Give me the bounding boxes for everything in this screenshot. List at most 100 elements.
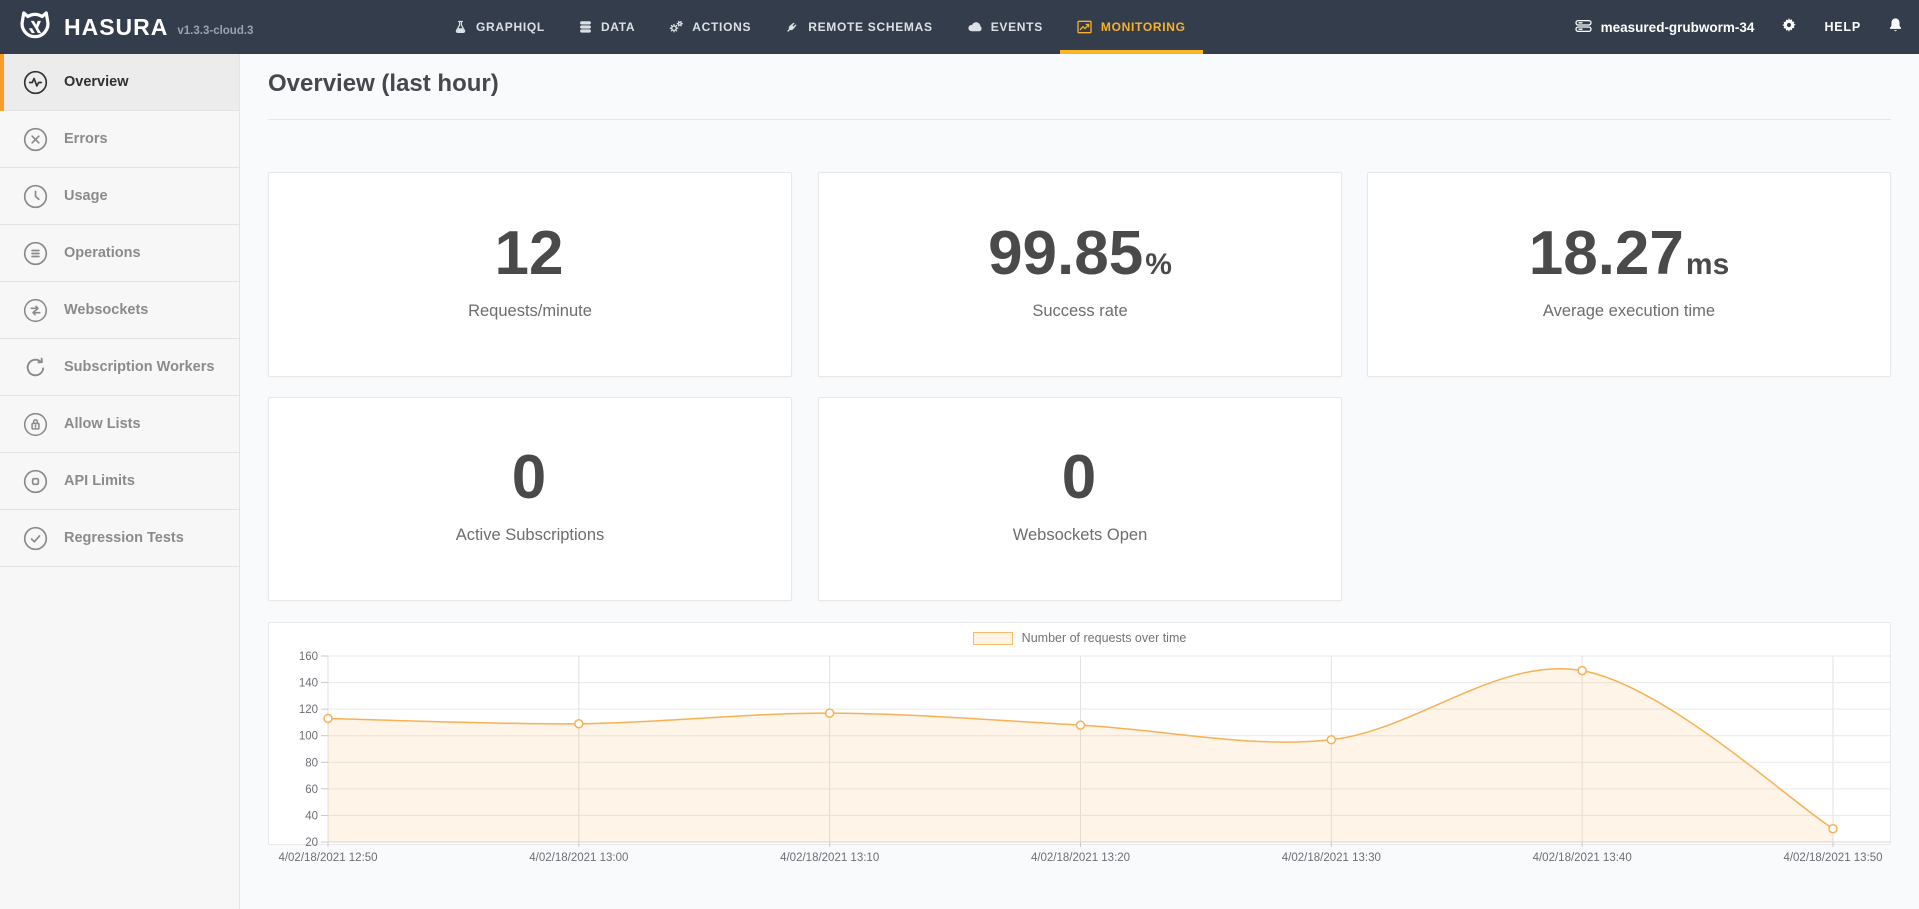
- plug-icon: [785, 20, 799, 34]
- data-point-marker: [1828, 823, 1838, 834]
- stat-card-average-execution-time: 18.27 ms Average execution time: [1367, 172, 1891, 377]
- stat-card-active-subscriptions: 0 Active Subscriptions: [268, 397, 792, 601]
- instance-name: measured-grubworm-34: [1600, 19, 1755, 35]
- x-tick-label: 4/02/18/2021 13:30: [1282, 852, 1381, 864]
- stat-label: Requests/minute: [468, 301, 592, 320]
- nav-item-events[interactable]: EVENTS: [950, 0, 1060, 54]
- nav-item-remote-schemas[interactable]: REMOTE SCHEMAS: [768, 0, 949, 54]
- brand-version: v1.3.3-cloud.3: [177, 24, 254, 37]
- nav-right: measured-grubworm-34 HELP: [1575, 0, 1903, 54]
- monitoring-sidebar: Overview Errors Usage Operations Websock…: [0, 54, 240, 909]
- nav-item-monitoring[interactable]: MONITORING: [1059, 0, 1203, 54]
- sidebar-item-api-limits[interactable]: API Limits: [0, 453, 239, 510]
- sidebar-item-label: Allow Lists: [64, 416, 141, 432]
- clock-circle-icon: [22, 183, 49, 210]
- y-tick-label: 20: [305, 837, 318, 849]
- sidebar-item-allow-lists[interactable]: Allow Lists: [0, 396, 239, 453]
- x-tick-label: 4/02/18/2021 12:50: [278, 852, 377, 864]
- y-tick-label: 160: [299, 651, 318, 663]
- stat-card-websockets-open: 0 Websockets Open: [818, 397, 1342, 601]
- stat-label: Active Subscriptions: [455, 526, 605, 544]
- legend-label: Number of requests over time: [1021, 631, 1187, 645]
- sidebar-item-label: Websockets: [64, 302, 149, 318]
- legend-swatch: [972, 631, 1013, 645]
- data-point-marker: [574, 719, 584, 729]
- title-divider: [268, 119, 1891, 120]
- y-tick-label: 60: [305, 784, 318, 796]
- data-point-marker: [824, 708, 835, 718]
- data-point-marker: [1577, 665, 1587, 676]
- requests-over-time-chart: 4/02/18/2021 12:50 4/02/18/2021 13:00 4/02…: [268, 622, 1891, 864]
- stat-label: Websockets Open: [1012, 526, 1148, 544]
- nav-item-label: GRAPHIQL: [476, 20, 545, 34]
- stat-unit: ms: [1685, 247, 1730, 281]
- arrows-circle-icon: [22, 297, 49, 324]
- loop-arrow-icon: [22, 354, 49, 381]
- x-tick-label: 4/02/18/2021 13:00: [529, 852, 628, 864]
- sidebar-item-label: API Limits: [64, 473, 135, 489]
- nav-item-label: ACTIONS: [692, 20, 752, 34]
- y-tick-label: 120: [299, 704, 318, 716]
- pulse-circle-icon: [22, 69, 49, 96]
- nav-item-label: MONITORING: [1100, 20, 1186, 34]
- brand-name: HASURA: [64, 13, 169, 40]
- y-tick-label: 40: [305, 810, 318, 822]
- sidebar-item-overview[interactable]: Overview: [0, 54, 239, 111]
- nav-item-data[interactable]: DATA: [562, 0, 652, 54]
- sidebar-item-label: Overview: [64, 74, 129, 90]
- sidebar-item-label: Subscription Workers: [64, 359, 215, 375]
- sidebar-item-label: Operations: [64, 245, 141, 261]
- settings-button[interactable]: [1781, 17, 1797, 38]
- requests-chart-canvas: 4/02/18/2021 12:50 4/02/18/2021 13:00 4/02…: [278, 651, 1890, 864]
- sidebar-item-subscription-workers[interactable]: Subscription Workers: [0, 339, 239, 396]
- y-tick-label: 140: [299, 678, 318, 690]
- notifications-button[interactable]: [1888, 17, 1903, 38]
- nav-item-graphiql[interactable]: GRAPHIQL: [437, 0, 562, 54]
- square-circle-icon: [22, 468, 49, 495]
- series-area: [328, 668, 1833, 842]
- sidebar-item-regression-tests[interactable]: Regression Tests: [0, 510, 239, 567]
- stat-unit: %: [1145, 247, 1172, 281]
- stat-value: 99.85: [988, 218, 1144, 288]
- y-tick-label: 80: [305, 757, 318, 769]
- sidebar-item-errors[interactable]: Errors: [0, 111, 239, 168]
- sidebar-item-websockets[interactable]: Websockets: [0, 282, 239, 339]
- stat-value: 0: [1061, 443, 1097, 512]
- sidebar-item-operations[interactable]: Operations: [0, 225, 239, 282]
- help-button[interactable]: HELP: [1824, 20, 1861, 34]
- y-tick-label: 100: [299, 731, 318, 743]
- data-point-marker: [1326, 734, 1337, 745]
- stat-label: Success rate: [1032, 301, 1128, 320]
- nav-item-actions[interactable]: ACTIONS: [652, 0, 768, 54]
- sidebar-item-usage[interactable]: Usage: [0, 168, 239, 225]
- stat-card-success-rate: 99.85% Success rate: [818, 172, 1342, 377]
- gears-icon: [669, 20, 684, 34]
- stat-value: 0: [511, 443, 547, 512]
- nav-item-label: REMOTE SCHEMAS: [808, 20, 933, 34]
- x-tick-label: 4/02/18/2021 13:10: [780, 852, 879, 864]
- lock-circle-icon: [22, 411, 49, 438]
- instance-menu[interactable]: measured-grubworm-34: [1575, 18, 1755, 37]
- nav-menu: GRAPHIQL DATA ACTIONS REMOTE SCHEMAS EVE…: [437, 0, 1203, 54]
- gear-icon: [1781, 17, 1797, 38]
- stat-card-requests-per-minute: 12 Requests/minute: [268, 172, 792, 377]
- page-title: Overview (last hour): [268, 70, 499, 97]
- stat-value: 12: [494, 218, 564, 288]
- check-circle-icon: [22, 525, 49, 552]
- list-circle-icon: [22, 240, 49, 267]
- x-tick-label: 4/02/18/2021 13:20: [1031, 852, 1130, 864]
- nav-item-label: EVENTS: [990, 20, 1043, 34]
- error-circle-icon: [22, 126, 49, 153]
- x-tick-label: 4/02/18/2021 13:40: [1533, 852, 1632, 864]
- cloud-icon: [967, 20, 982, 34]
- data-point-marker: [323, 713, 333, 724]
- chart-legend[interactable]: Number of requests over time: [269, 631, 1890, 645]
- database-icon: [579, 20, 592, 34]
- stat-value: 18.27: [1528, 218, 1684, 288]
- x-tick-label: 4/02/18/2021 13:50: [1783, 852, 1882, 864]
- data-point-marker: [1075, 720, 1086, 730]
- bell-icon: [1888, 17, 1903, 38]
- brand[interactable]: HASURA v1.3.3-cloud.3: [0, 8, 253, 46]
- nav-item-label: DATA: [600, 20, 636, 34]
